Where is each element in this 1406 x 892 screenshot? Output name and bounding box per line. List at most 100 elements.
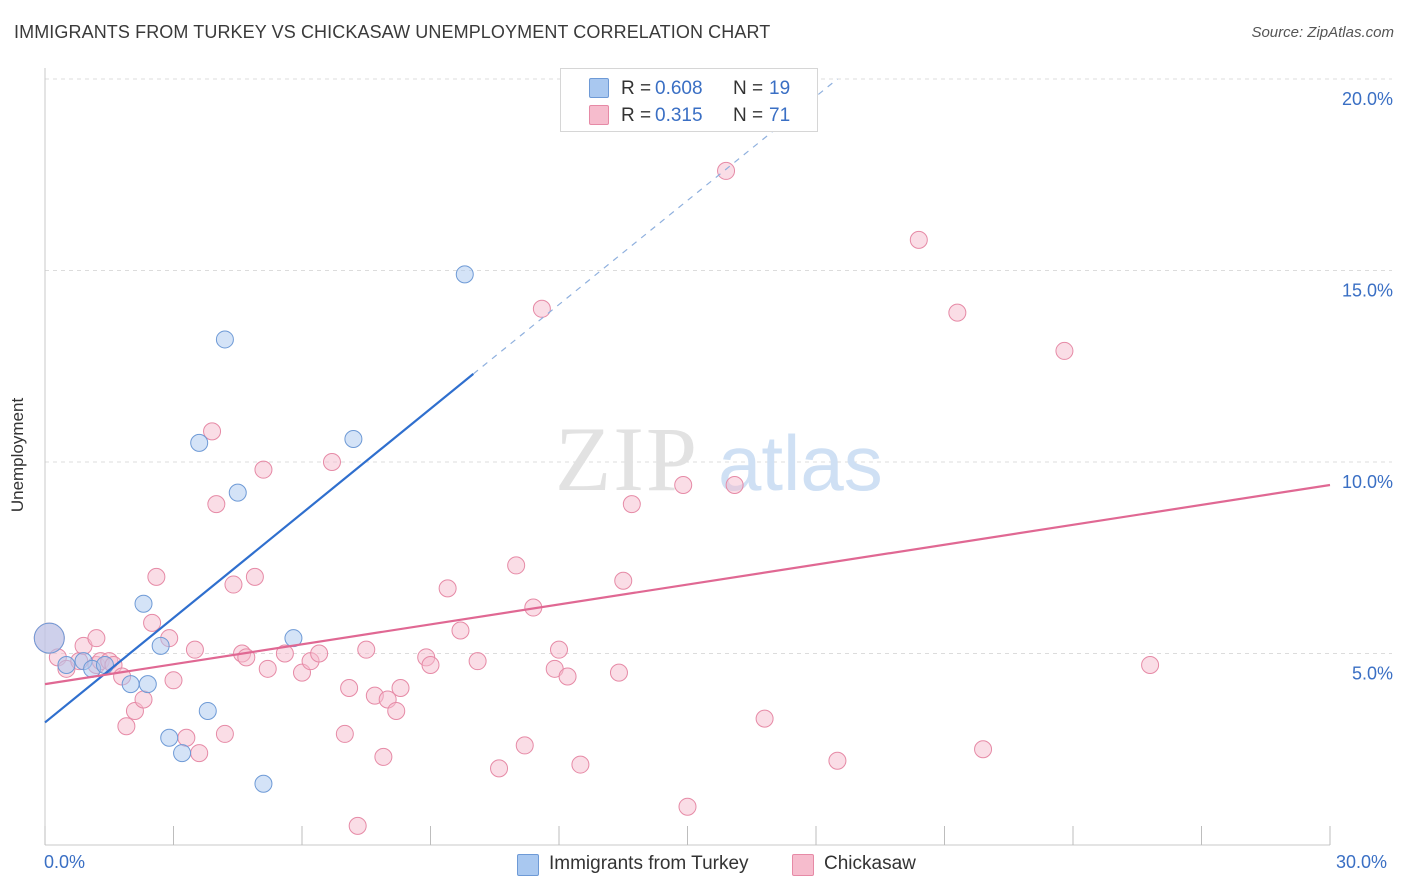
data-point: [322, 453, 341, 471]
legend-n-value: 19: [769, 78, 791, 99]
correlation-legend: R = 0.608 N = 19 R = 0.315 N = 71: [560, 68, 818, 132]
data-point: [190, 744, 209, 763]
watermark: ZIP atlas: [555, 408, 883, 510]
data-point: [215, 330, 234, 349]
data-point: [143, 613, 162, 632]
data-point: [57, 655, 76, 674]
data-point: [1055, 341, 1074, 360]
data-point: [203, 422, 222, 441]
legend-r-value: 0.315: [655, 105, 703, 126]
y-tick-label: 10.0%: [1342, 472, 1393, 492]
y-axis-label: Unemployment: [8, 397, 27, 513]
regression-line-chickasaw: [44, 483, 1331, 686]
data-point: [974, 740, 993, 759]
data-point: [173, 744, 192, 763]
y-tick-label: 5.0%: [1352, 664, 1393, 684]
data-point: [335, 724, 354, 743]
series-turkey: [33, 265, 474, 793]
series-legend-label-turkey: Immigrants from Turkey: [549, 853, 749, 874]
data-point: [571, 755, 590, 774]
y-tick-label: 15.0%: [1342, 281, 1393, 301]
data-point: [550, 640, 568, 659]
legend-swatch-chickasaw: [589, 105, 609, 125]
legend-row-turkey: R = 0.608 N = 19: [561, 74, 817, 100]
data-point: [421, 655, 440, 674]
data-point: [207, 495, 226, 514]
data-point: [344, 430, 363, 449]
data-point: [275, 644, 294, 663]
data-point: [254, 774, 273, 793]
data-point: [160, 728, 179, 747]
data-point: [609, 663, 628, 682]
x-tick-label-min: 0.0%: [44, 852, 86, 872]
series-layer: [33, 161, 1160, 835]
data-point: [310, 644, 329, 663]
data-point: [121, 675, 140, 694]
regression-lines: [44, 78, 1331, 724]
data-point: [190, 433, 209, 452]
data-point: [134, 594, 153, 613]
data-point: [558, 667, 577, 686]
data-point: [185, 640, 204, 659]
data-point: [438, 579, 457, 598]
y-tick-label: 20.0%: [1342, 89, 1393, 109]
data-point: [391, 678, 410, 697]
series-legend-swatch-chickasaw: [792, 854, 814, 876]
legend-n-label: N =: [733, 105, 764, 126]
data-point: [117, 717, 136, 736]
data-point: [755, 709, 774, 728]
data-point: [228, 483, 247, 502]
data-point: [948, 303, 967, 322]
data-point: [468, 652, 487, 671]
data-point: [678, 797, 697, 816]
data-point: [515, 736, 534, 755]
data-point: [258, 659, 277, 678]
data-point: [198, 701, 217, 720]
data-point: [455, 265, 474, 284]
regression-line-turkey: [44, 373, 475, 724]
data-point: [507, 556, 526, 575]
chart-title: IMMIGRANTS FROM TURKEY VS CHICKASAW UNEM…: [14, 22, 771, 42]
source-label: Source: ZipAtlas.com: [1251, 24, 1394, 41]
data-point: [245, 567, 264, 586]
data-point: [828, 751, 847, 770]
data-point: [674, 475, 693, 494]
data-point: [622, 495, 641, 514]
watermark-zip: ZIP: [555, 408, 699, 510]
data-point: [177, 728, 196, 747]
grid-lines: [45, 78, 1392, 654]
data-point: [374, 747, 393, 766]
legend-row-chickasaw: R = 0.315 N = 71: [561, 101, 817, 127]
legend-r-value: 0.608: [655, 78, 703, 99]
data-point: [87, 629, 106, 648]
data-point: [451, 621, 470, 640]
legend-r-label: R =: [621, 105, 652, 126]
data-point: [1141, 655, 1160, 674]
legend-n-label: N =: [733, 78, 764, 99]
data-point: [357, 640, 376, 659]
legend-n-value: 71: [769, 105, 791, 126]
axes: [44, 68, 1331, 846]
data-point: [164, 671, 183, 690]
y-tick-labels: 5.0% 10.0% 15.0% 20.0%: [1342, 89, 1393, 684]
data-point: [215, 724, 234, 743]
data-point: [614, 571, 633, 590]
series-legend-swatch-turkey: [517, 854, 539, 876]
legend-swatch-turkey: [589, 78, 609, 98]
data-point: [348, 816, 367, 835]
data-point: [340, 678, 359, 697]
data-point: [717, 161, 736, 180]
watermark-atlas: atlas: [718, 419, 883, 507]
data-point: [147, 567, 166, 586]
data-point: [224, 575, 243, 594]
data-point: [725, 475, 744, 494]
data-point: [532, 299, 551, 318]
data-point: [138, 675, 157, 694]
x-tick-label-max: 30.0%: [1336, 852, 1388, 872]
data-point: [909, 230, 928, 249]
data-point: [95, 655, 114, 674]
series-legend-label-chickasaw: Chickasaw: [824, 853, 916, 874]
data-point: [33, 622, 65, 654]
data-point: [490, 759, 509, 778]
